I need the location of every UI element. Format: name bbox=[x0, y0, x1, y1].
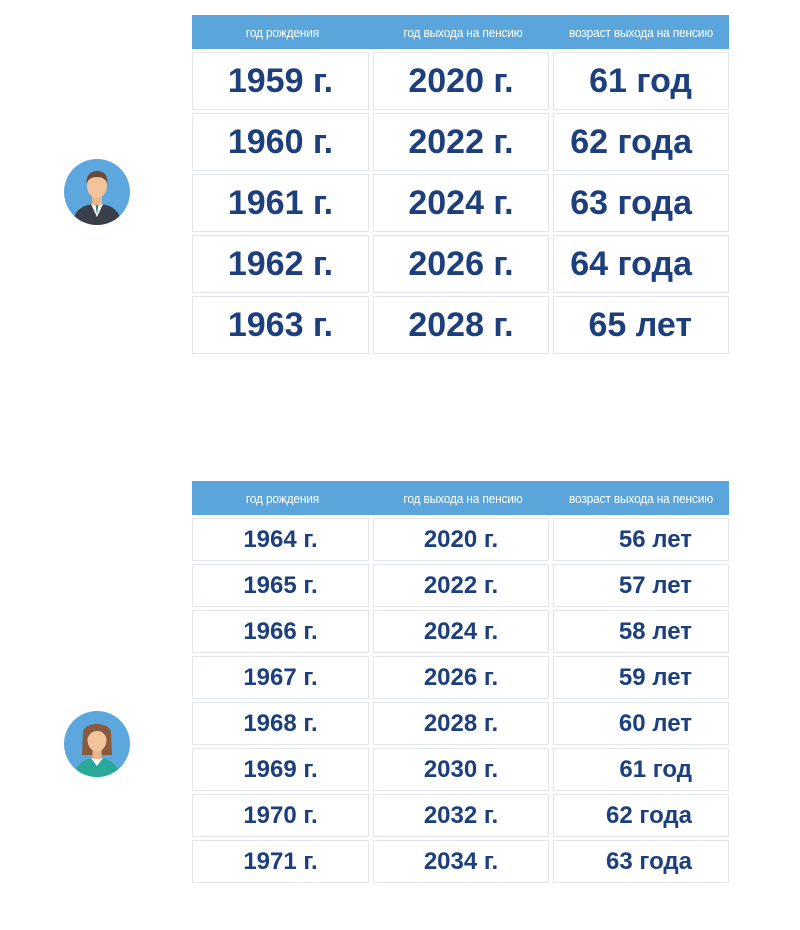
table-row: 1970 г. 2032 г. 62 года bbox=[192, 794, 729, 837]
women-retirement-table: год рождения год выхода на пенсию возрас… bbox=[192, 481, 729, 886]
header-retire-year: год выхода на пенсию bbox=[403, 490, 523, 506]
retire-age-cell: 61 год bbox=[553, 52, 729, 110]
retire-age-cell: 58 лет bbox=[553, 610, 729, 653]
table-row: 1969 г. 2030 г. 61 год bbox=[192, 748, 729, 791]
table-row: 1971 г. 2034 г. 63 года bbox=[192, 840, 729, 883]
table-header: год рождения год выхода на пенсию возрас… bbox=[192, 481, 729, 515]
table-row: 1965 г. 2022 г. 57 лет bbox=[192, 564, 729, 607]
header-retire-age: возраст выхода на пенсию bbox=[569, 24, 713, 40]
retire-age-cell: 62 года bbox=[553, 113, 729, 171]
birth-year-cell: 1968 г. bbox=[192, 702, 369, 745]
retire-year-cell: 2032 г. bbox=[373, 794, 549, 837]
retire-year-cell: 2030 г. bbox=[373, 748, 549, 791]
retire-year-cell: 2028 г. bbox=[373, 702, 549, 745]
birth-year-cell: 1965 г. bbox=[192, 564, 369, 607]
retire-age-cell: 62 года bbox=[553, 794, 729, 837]
retire-year-cell: 2022 г. bbox=[373, 564, 549, 607]
birth-year-cell: 1959 г. bbox=[192, 52, 369, 110]
birth-year-cell: 1960 г. bbox=[192, 113, 369, 171]
retire-age-cell: 63 года bbox=[553, 840, 729, 883]
table-row: 1966 г. 2024 г. 58 лет bbox=[192, 610, 729, 653]
retire-year-cell: 2024 г. bbox=[373, 610, 549, 653]
retire-year-cell: 2020 г. bbox=[373, 52, 549, 110]
table-row: 1967 г. 2026 г. 59 лет bbox=[192, 656, 729, 699]
retire-year-cell: 2020 г. bbox=[373, 518, 549, 561]
table-row: 1961 г. 2024 г. 63 года bbox=[192, 174, 729, 232]
birth-year-cell: 1967 г. bbox=[192, 656, 369, 699]
birth-year-cell: 1964 г. bbox=[192, 518, 369, 561]
retire-age-cell: 65 лет bbox=[553, 296, 729, 354]
table-row: 1962 г. 2026 г. 64 года bbox=[192, 235, 729, 293]
table-row: 1963 г. 2028 г. 65 лет bbox=[192, 296, 729, 354]
table-header: год рождения год выхода на пенсию возрас… bbox=[192, 15, 729, 49]
header-birth-year: год рождения bbox=[245, 490, 320, 506]
retire-year-cell: 2028 г. bbox=[373, 296, 549, 354]
header-retire-age: возраст выхода на пенсию bbox=[569, 490, 713, 506]
retire-age-cell: 64 года bbox=[553, 235, 729, 293]
retire-age-cell: 59 лет bbox=[553, 656, 729, 699]
men-retirement-table: год рождения год выхода на пенсию возрас… bbox=[192, 15, 729, 357]
retire-age-cell: 61 год bbox=[553, 748, 729, 791]
table-row: 1964 г. 2020 г. 56 лет bbox=[192, 518, 729, 561]
retire-age-cell: 60 лет bbox=[553, 702, 729, 745]
man-avatar-icon bbox=[64, 159, 130, 225]
birth-year-cell: 1963 г. bbox=[192, 296, 369, 354]
birth-year-cell: 1969 г. bbox=[192, 748, 369, 791]
retire-age-cell: 57 лет bbox=[553, 564, 729, 607]
women-rows: 1964 г. 2020 г. 56 лет 1965 г. 2022 г. 57 лет… bbox=[192, 518, 729, 883]
retire-year-cell: 2022 г. bbox=[373, 113, 549, 171]
table-row: 1960 г. 2022 г. 62 года bbox=[192, 113, 729, 171]
birth-year-cell: 1971 г. bbox=[192, 840, 369, 883]
birth-year-cell: 1961 г. bbox=[192, 174, 369, 232]
woman-avatar-icon bbox=[64, 711, 130, 777]
table-row: 1959 г. 2020 г. 61 год bbox=[192, 52, 729, 110]
men-rows: 1959 г. 2020 г. 61 год 1960 г. 2022 г. 62 год… bbox=[192, 52, 729, 354]
header-birth-year: год рождения bbox=[245, 24, 320, 40]
birth-year-cell: 1970 г. bbox=[192, 794, 369, 837]
retire-year-cell: 2026 г. bbox=[373, 656, 549, 699]
birth-year-cell: 1962 г. bbox=[192, 235, 369, 293]
header-retire-year: год выхода на пенсию bbox=[403, 24, 523, 40]
table-row: 1968 г. 2028 г. 60 лет bbox=[192, 702, 729, 745]
retire-age-cell: 63 года bbox=[553, 174, 729, 232]
birth-year-cell: 1966 г. bbox=[192, 610, 369, 653]
retire-year-cell: 2034 г. bbox=[373, 840, 549, 883]
retire-year-cell: 2026 г. bbox=[373, 235, 549, 293]
retire-age-cell: 56 лет bbox=[553, 518, 729, 561]
retire-year-cell: 2024 г. bbox=[373, 174, 549, 232]
